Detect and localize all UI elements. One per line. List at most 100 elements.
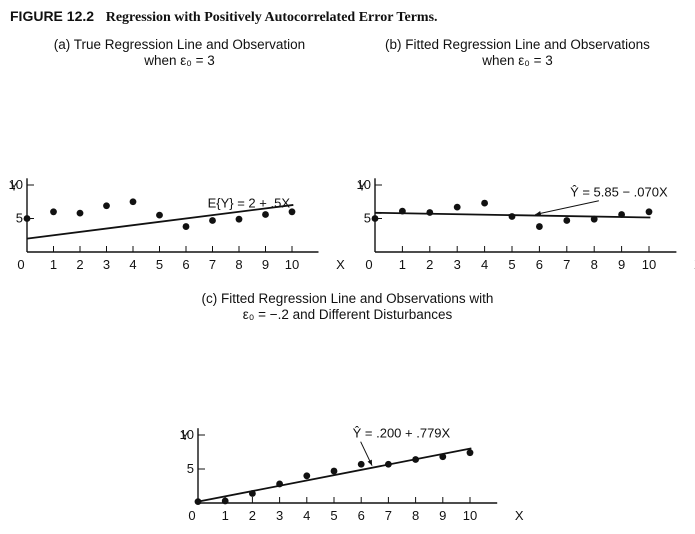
panel-c-arrowhead bbox=[367, 459, 373, 466]
panel-c-regression-line bbox=[197, 447, 472, 503]
panel-a-caption-line1: (a) True Regression Line and Observation bbox=[53, 37, 306, 52]
panel-c-data-point bbox=[303, 472, 311, 480]
panel-b-x-tick-label: 2 bbox=[426, 257, 433, 272]
panel-c-y-tick-label: 5 bbox=[187, 461, 194, 476]
panel-b-label-arrow bbox=[535, 200, 599, 215]
panel-b-data-point bbox=[426, 209, 434, 216]
panel-a-x-tick-label: 8 bbox=[235, 257, 242, 272]
panel-c-data-point bbox=[412, 456, 419, 463]
panel-c-x-axis-label: X bbox=[515, 508, 524, 523]
figure-caption: Regression with Positively Autocorrelate… bbox=[105, 10, 438, 25]
panel-a-caption-line2: when ε₀ = 3 bbox=[144, 53, 215, 68]
figure-title: FIGURE 12.2 Regression with Positively A… bbox=[10, 8, 438, 26]
panel-a-x-tick-label: 7 bbox=[209, 257, 216, 272]
panel-b-x-tick-label: 6 bbox=[536, 257, 543, 272]
panel-c-data-point bbox=[276, 480, 283, 488]
panel-b-data-point bbox=[563, 217, 571, 224]
panel-b-x-tick-label: 8 bbox=[591, 257, 598, 272]
panel-a-x-tick-label: 5 bbox=[156, 257, 163, 272]
panel-a-data-point bbox=[235, 215, 243, 223]
panel-a-line-label: E{Y} = 2 + .5X bbox=[208, 195, 291, 210]
panel-b-x-tick-label: 0 bbox=[365, 257, 372, 272]
panel-a-x-tick-label: 3 bbox=[103, 257, 110, 272]
panel-a-x-tick-label: 2 bbox=[76, 257, 83, 272]
panel-a-x-tick-label: 4 bbox=[129, 257, 136, 272]
panel-a-x-tick-label: 1 bbox=[50, 257, 57, 272]
panel-b-y-axis-label: Y bbox=[358, 179, 366, 193]
panel-b-y-tick-label: 5 bbox=[364, 211, 371, 226]
panel-c-x-tick-label: 0 bbox=[188, 508, 195, 523]
panel-c-y-tick-label: 10 bbox=[180, 427, 194, 442]
panel-b-data-point bbox=[590, 215, 598, 223]
panel-a-x-tick-label: 0 bbox=[17, 257, 24, 272]
panel-c-caption: (c) Fitted Regression Line and Observati… bbox=[170, 291, 525, 323]
figure-label: FIGURE 12.2 bbox=[10, 8, 95, 24]
panel-b-x-tick-label: 1 bbox=[399, 257, 406, 272]
panel-a-data-point bbox=[50, 208, 57, 216]
panel-c-x-tick-label: 4 bbox=[303, 508, 310, 523]
panel-c-data-point bbox=[466, 449, 474, 457]
panel-b-data-point bbox=[399, 207, 406, 215]
panel-b-x-tick-label: 3 bbox=[454, 257, 461, 272]
panel-b-line-label: Ŷ = 5.85 − .070X bbox=[570, 185, 668, 200]
panel-b-x-tick-label: 9 bbox=[618, 257, 625, 272]
panel-b-x-tick-label: 5 bbox=[508, 257, 515, 272]
panel-c-data-point bbox=[194, 498, 202, 506]
panel-b-x-tick-label: 10 bbox=[642, 257, 656, 272]
panel-c-data-point bbox=[357, 460, 365, 468]
panel-c-data-point bbox=[249, 490, 256, 497]
panel-b-y-tick-label: 10 bbox=[357, 177, 371, 192]
panel-a-x-axis-label: X bbox=[336, 257, 345, 272]
panel-a-data-point bbox=[288, 208, 296, 216]
panel-a-caption: (a) True Regression Line and Observation… bbox=[2, 37, 357, 69]
panel-a-x-tick-label: 10 bbox=[285, 257, 299, 272]
panel-c-line-label: Ŷ = .200 + .779X bbox=[353, 426, 451, 441]
panel-b-x-tick-label: 7 bbox=[563, 257, 570, 272]
panel-a-y-axis-label: Y bbox=[10, 179, 18, 193]
panel-a-data-point bbox=[262, 211, 269, 218]
panel-a-y-tick-label: 10 bbox=[9, 177, 23, 192]
panel-c-x-tick-label: 10 bbox=[463, 508, 477, 523]
panel-c-y-axis-label: Y bbox=[181, 429, 189, 443]
panel-c-x-tick-label: 2 bbox=[249, 508, 256, 523]
panel-c-data-point bbox=[221, 497, 229, 505]
panel-a-x-tick-label: 6 bbox=[182, 257, 189, 272]
panel-a-data-point bbox=[129, 198, 137, 206]
panel-c-x-tick-label: 8 bbox=[412, 508, 419, 523]
panel-b-data-point bbox=[508, 213, 516, 220]
panel-a-regression-line bbox=[26, 204, 294, 240]
panel-c-x-tick-label: 1 bbox=[222, 508, 229, 523]
panel-c-x-tick-label: 5 bbox=[330, 508, 337, 523]
panel-b-data-point bbox=[453, 203, 461, 211]
panel-b-caption: (b) Fitted Regression Line and Observati… bbox=[345, 37, 690, 69]
panel-a-data-point bbox=[209, 217, 216, 224]
panel-b-data-point bbox=[481, 199, 488, 207]
panel-a-data-point bbox=[156, 211, 163, 219]
panel-b-x-tick-label: 4 bbox=[481, 257, 488, 272]
panel-a-data-point bbox=[23, 215, 31, 222]
panel-b-data-point bbox=[371, 215, 379, 222]
panel-b-caption-line1: (b) Fitted Regression Line and Observati… bbox=[385, 37, 650, 52]
panel-b-data-point bbox=[645, 208, 653, 216]
panel-c-data-point bbox=[385, 460, 392, 468]
panel-a-x-tick-label: 9 bbox=[262, 257, 269, 272]
panel-c-x-tick-label: 7 bbox=[385, 508, 392, 523]
panel-c-caption-line1: (c) Fitted Regression Line and Observati… bbox=[201, 291, 494, 306]
panel-b-caption-line2: when ε₀ = 3 bbox=[482, 53, 553, 68]
panel-c-x-tick-label: 9 bbox=[439, 508, 446, 523]
panel-c-data-point bbox=[330, 467, 338, 475]
panel-b-data-point bbox=[618, 211, 625, 218]
panel-c-x-tick-label: 6 bbox=[358, 508, 365, 523]
panel-c-data-point bbox=[439, 453, 447, 461]
panel-b-arrowhead bbox=[535, 211, 542, 216]
panel-a-data-point bbox=[182, 223, 190, 230]
panel-a-y-tick-label: 5 bbox=[16, 211, 23, 226]
panel-c-caption-line2: ε₀ = −.2 and Different Disturbances bbox=[242, 307, 453, 322]
panel-b-data-point bbox=[536, 223, 543, 230]
panel-c-x-tick-label: 3 bbox=[276, 508, 283, 523]
panel-a-data-point bbox=[76, 209, 84, 217]
